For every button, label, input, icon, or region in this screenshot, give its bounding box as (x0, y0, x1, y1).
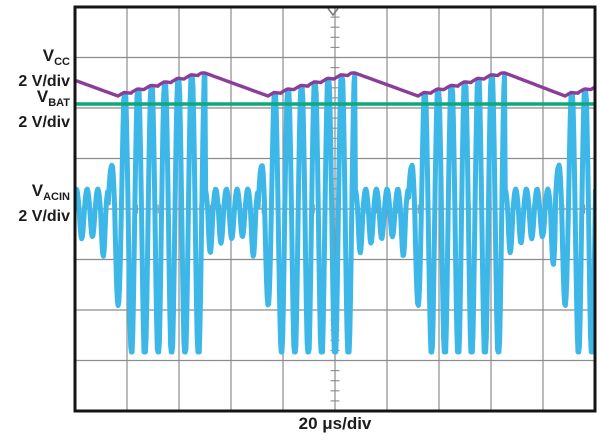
channel-label-vbat: VBAT 2 V/div (0, 87, 70, 133)
vcc-trace (75, 71, 595, 98)
vacin-scale: 2 V/div (18, 208, 70, 225)
channel-label-vcc: VCC 2 V/div (0, 46, 70, 92)
screen-border (73, 5, 597, 413)
vcc-scale: 2 V/div (18, 73, 70, 90)
vbat-scale: 2 V/div (18, 114, 70, 131)
vcc-name: VCC (42, 46, 70, 68)
timebase-label: 20 μs/div (298, 414, 372, 433)
channel-label-vacin: VACIN 2 V/div (0, 181, 70, 227)
vbat-name: VBAT (36, 87, 70, 109)
trigger-marker-icon (327, 8, 339, 17)
vacin-name: VACIN (31, 181, 70, 203)
vacin-trace (75, 73, 595, 355)
